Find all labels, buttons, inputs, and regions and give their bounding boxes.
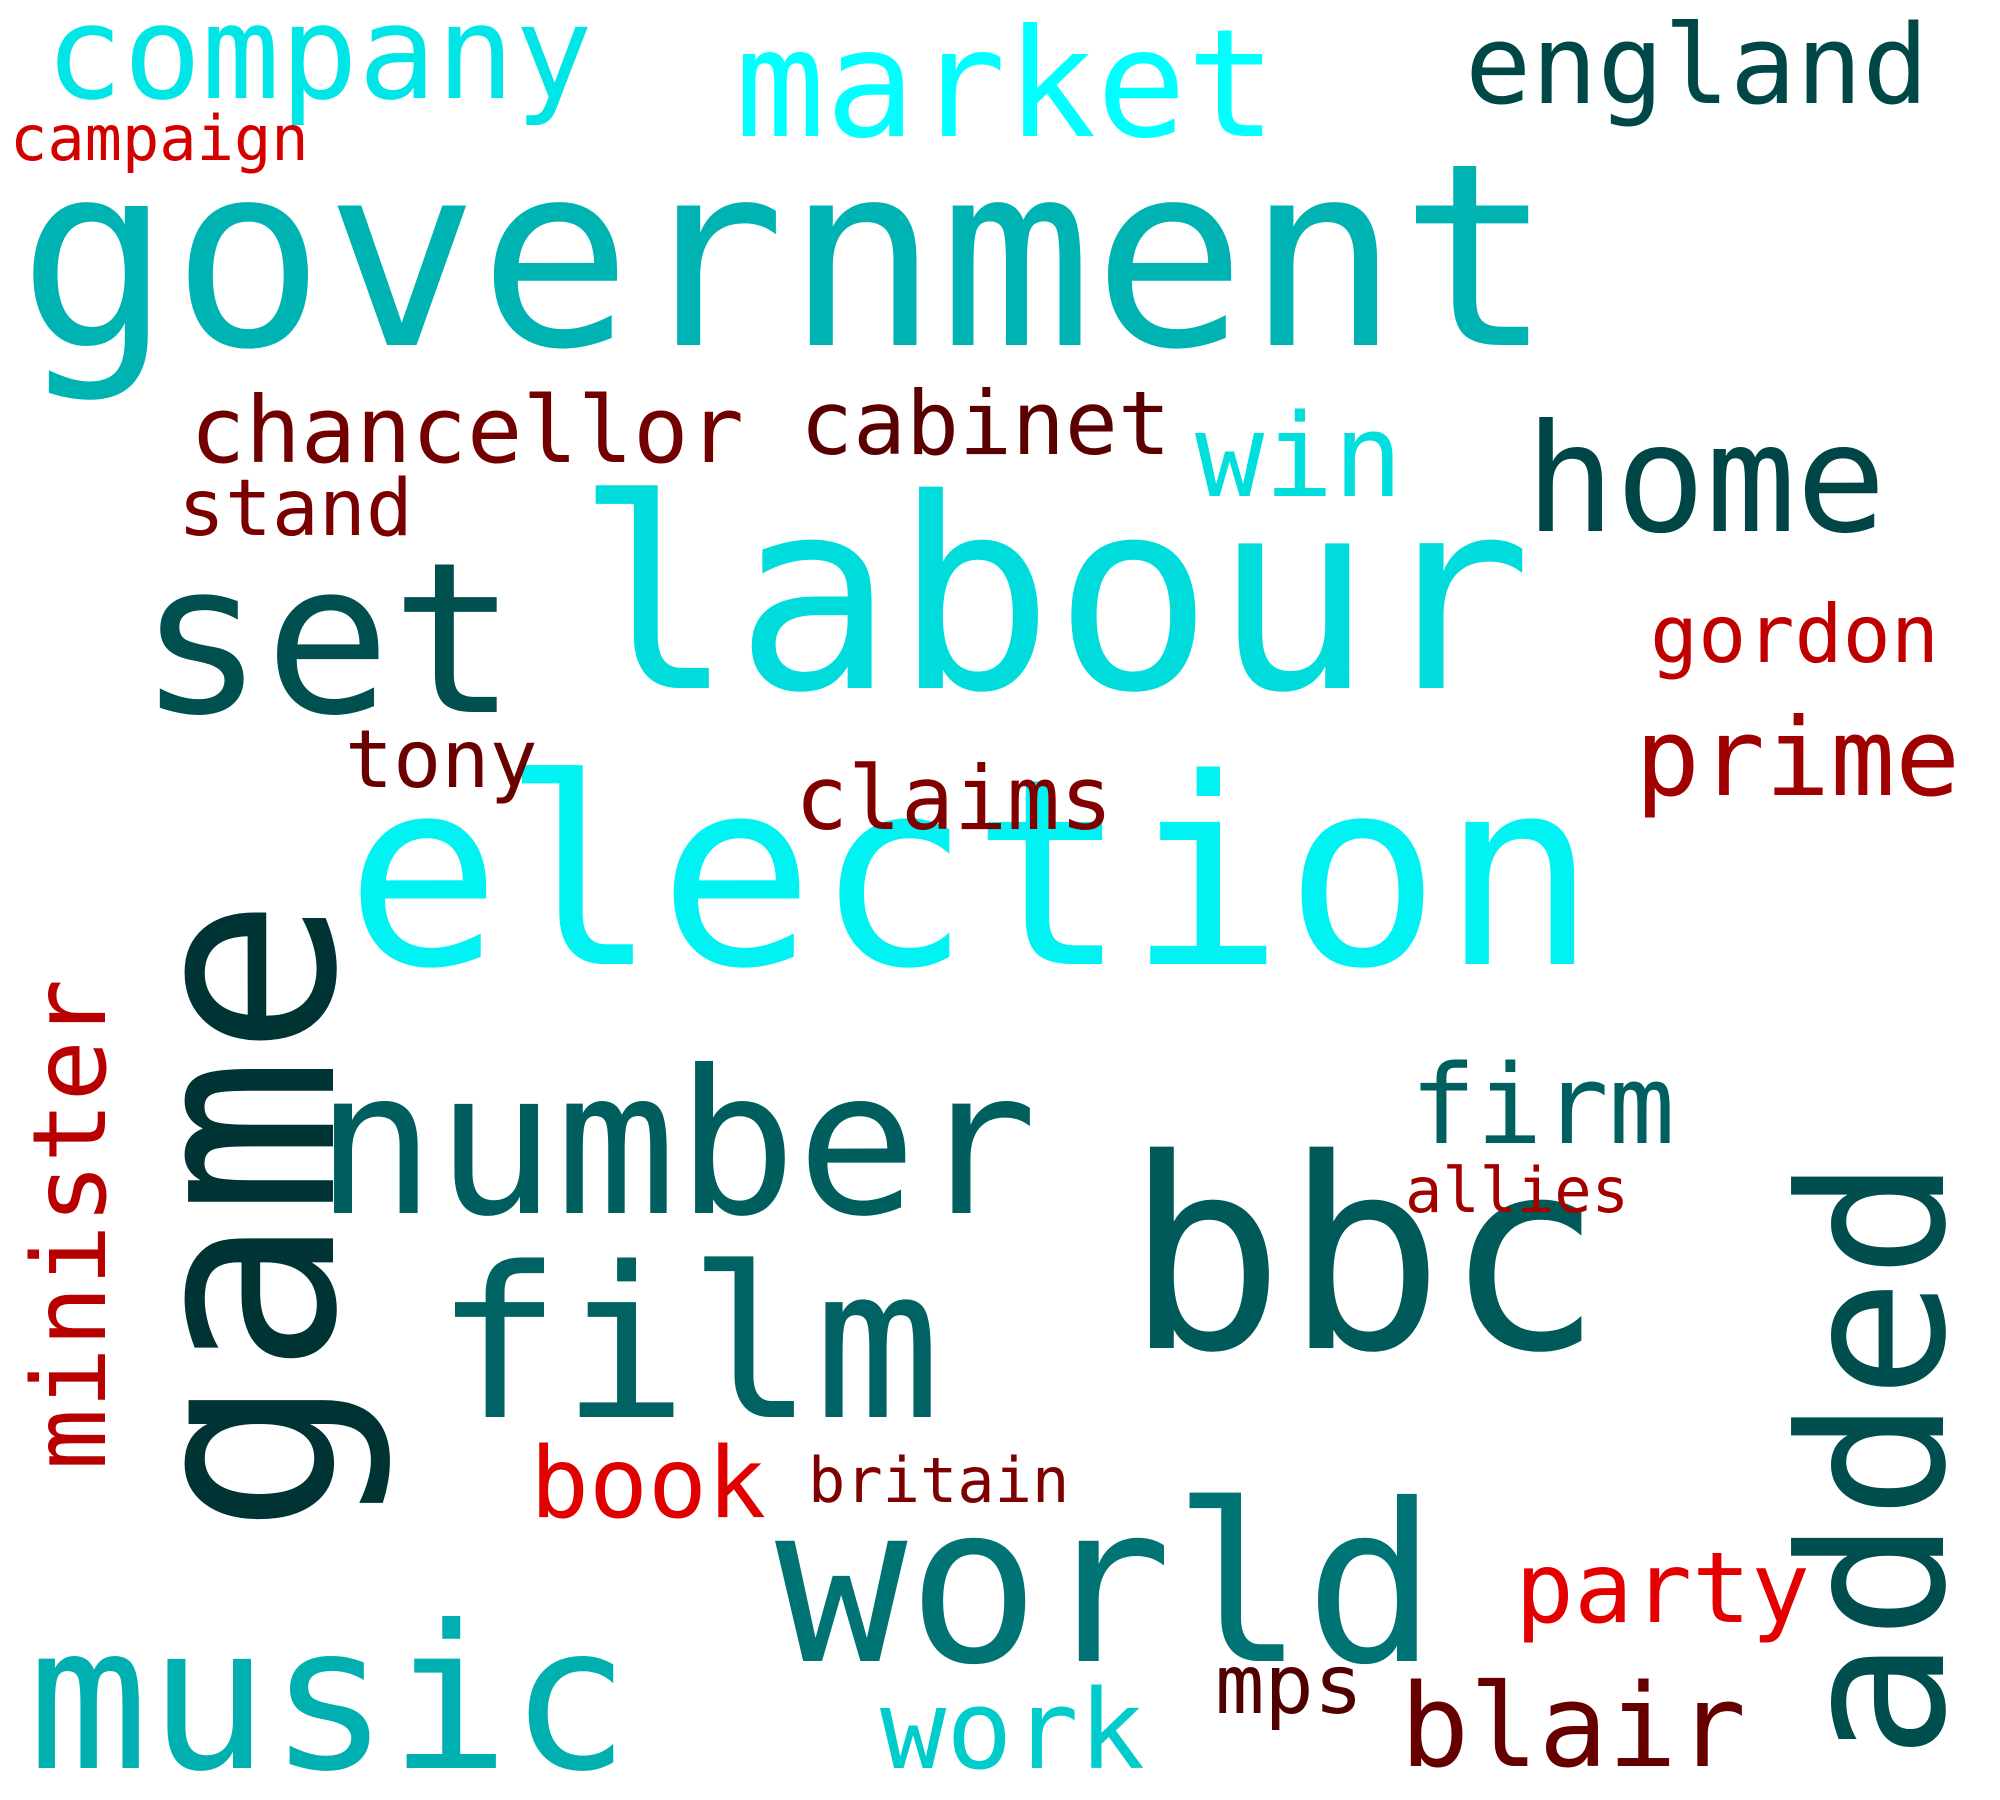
word-prime: prime bbox=[1635, 696, 1961, 821]
word-music: music bbox=[28, 1583, 631, 1800]
word-film: film bbox=[435, 1222, 941, 1467]
word-number: number bbox=[315, 1028, 1038, 1261]
word-blair: blair bbox=[1400, 1660, 1747, 1794]
word-mps: mps bbox=[1215, 1638, 1364, 1733]
word-bbc: bbc bbox=[1125, 1103, 1604, 1411]
word-tony: tony bbox=[345, 713, 538, 806]
word-labour: labour bbox=[575, 443, 1533, 751]
word-firm: firm bbox=[1410, 1041, 1675, 1169]
word-set: set bbox=[138, 517, 518, 762]
word-added: added bbox=[1758, 1157, 1991, 1760]
word-election: election bbox=[345, 724, 1598, 1026]
word-government: government bbox=[18, 109, 1554, 406]
word-party: party bbox=[1515, 1532, 1811, 1646]
word-britain: britain bbox=[808, 1444, 1070, 1517]
word-work: work bbox=[880, 1666, 1145, 1794]
word-company: company bbox=[45, 0, 593, 129]
word-win: win bbox=[1195, 390, 1403, 524]
word-chancellor: chancellor bbox=[190, 377, 744, 484]
word-stand: stand bbox=[178, 464, 413, 554]
word-home: home bbox=[1525, 393, 1887, 567]
word-allies: allies bbox=[1405, 1154, 1629, 1227]
word-cabinet: cabinet bbox=[800, 372, 1171, 475]
word-world: world bbox=[775, 1457, 1438, 1713]
word-campaign: campaign bbox=[10, 102, 309, 175]
word-gordon: gordon bbox=[1650, 588, 1939, 681]
word-minister: minister bbox=[11, 978, 130, 1470]
word-book: book bbox=[530, 1427, 767, 1541]
word-market: market bbox=[735, 0, 1277, 172]
word-claims: claims bbox=[795, 747, 1113, 850]
word-england: england bbox=[1465, 1, 1929, 129]
